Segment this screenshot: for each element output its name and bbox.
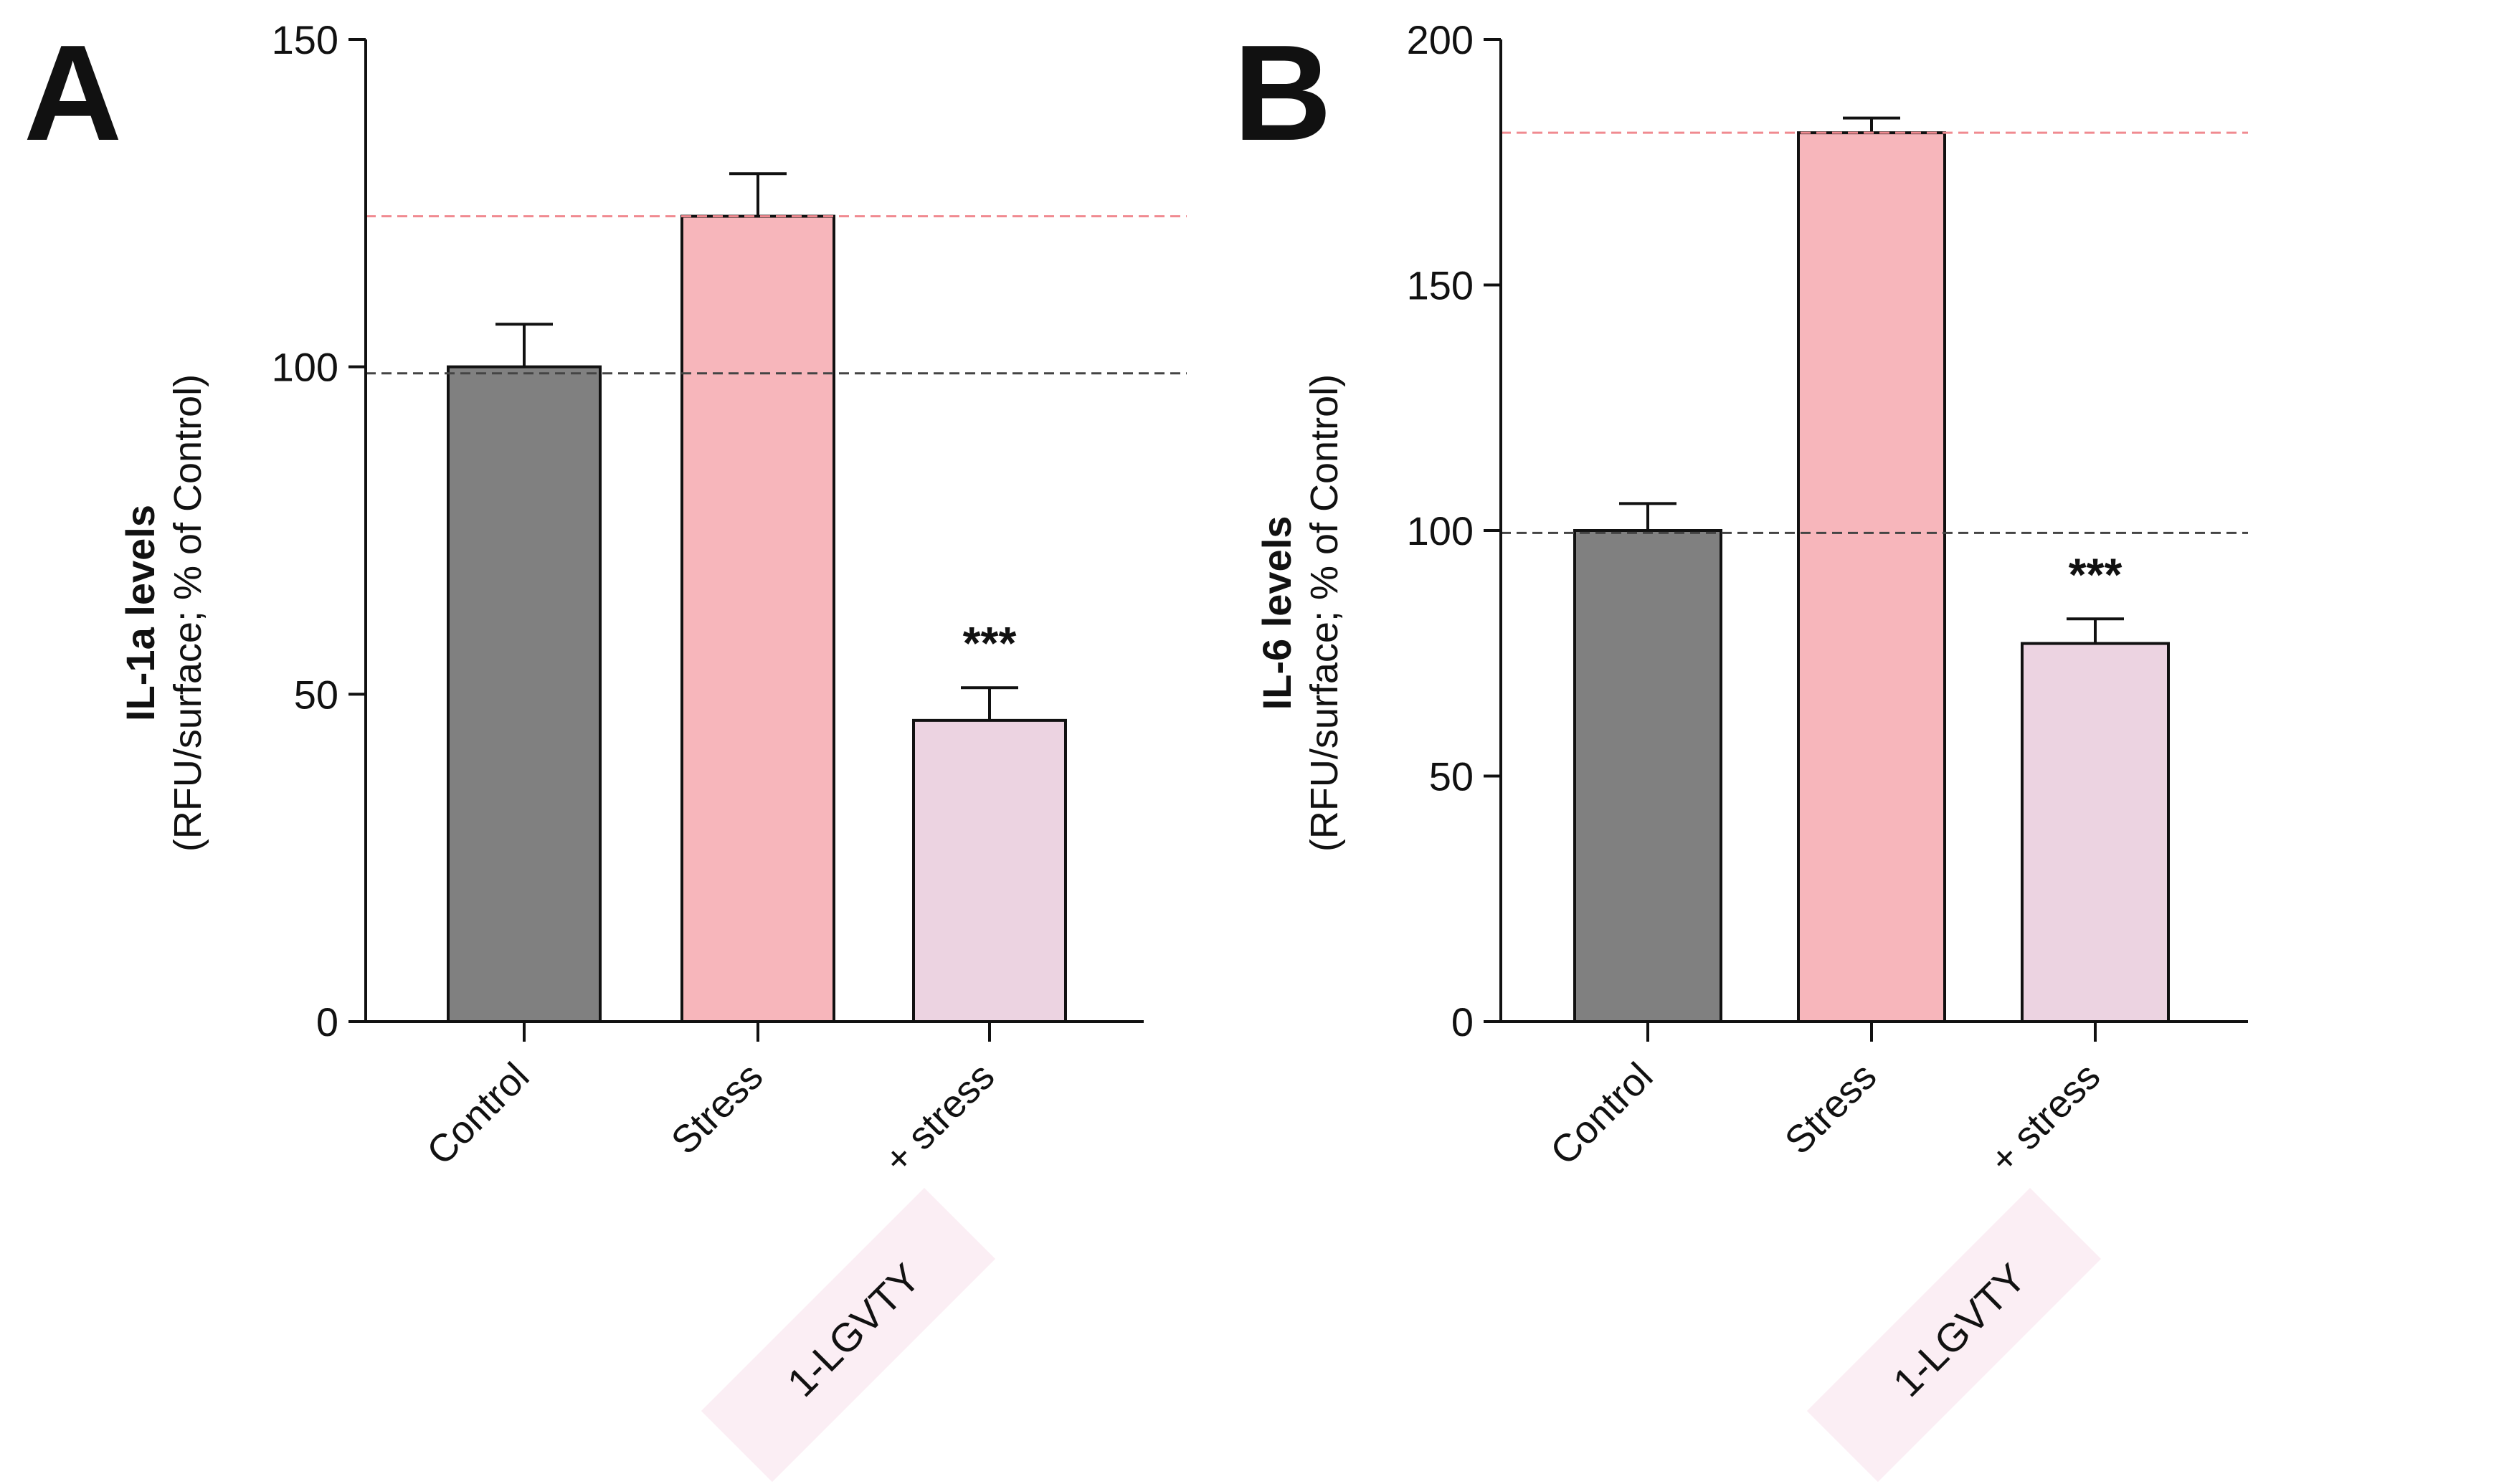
bar bbox=[1797, 131, 1946, 1023]
panel-label: B bbox=[1233, 17, 1332, 169]
y-axis-title: IL-1a levels bbox=[118, 505, 163, 721]
x-tick-label: Stress bbox=[1777, 1055, 1885, 1163]
y-tick-label: 0 bbox=[1451, 999, 1474, 1045]
y-tick-label: 150 bbox=[1407, 263, 1474, 308]
bar bbox=[1573, 529, 1722, 1023]
y-tick-label: 50 bbox=[1429, 754, 1474, 799]
category-badge: 1-LGVTY bbox=[701, 1188, 995, 1483]
x-tick-label: + stress bbox=[876, 1055, 1002, 1181]
y-axis-title: IL-6 levels bbox=[1254, 516, 1299, 710]
y-tick-label: 0 bbox=[316, 999, 338, 1045]
y-tick-label: 100 bbox=[272, 345, 338, 390]
y-axis-subtitle: (RFU/surface; % of Control) bbox=[166, 374, 209, 852]
panel-a: A IL-1a levels (RFU/surface; % of Control)… bbox=[24, 17, 1187, 1483]
x-tick-label: Control bbox=[419, 1055, 538, 1174]
panel-label: A bbox=[24, 17, 122, 169]
category-badge: 1-LGVTY bbox=[1806, 1188, 2101, 1483]
bar bbox=[912, 718, 1067, 1023]
y-tick-label: 150 bbox=[272, 17, 338, 62]
x-tick-label: + stress bbox=[1981, 1055, 2108, 1181]
panel-b: B IL-6 levels (RFU/surface; % of Control) *… bbox=[1233, 17, 2248, 1483]
x-tick-label: Stress bbox=[663, 1055, 772, 1163]
bar bbox=[2021, 642, 2170, 1023]
y-tick-label: 200 bbox=[1407, 17, 1474, 62]
significance-marker: *** bbox=[963, 617, 1017, 669]
x-tick-label: Control bbox=[1542, 1055, 1661, 1174]
bar bbox=[680, 214, 835, 1024]
significance-marker: *** bbox=[2069, 548, 2123, 600]
y-tick-label: 100 bbox=[1407, 508, 1474, 553]
y-axis-subtitle: (RFU/surface; % of Control) bbox=[1303, 374, 1346, 852]
category-badge-background bbox=[1806, 1188, 2101, 1483]
bar bbox=[447, 365, 602, 1023]
y-tick-label: 50 bbox=[294, 672, 338, 717]
category-badge-background bbox=[701, 1188, 995, 1483]
